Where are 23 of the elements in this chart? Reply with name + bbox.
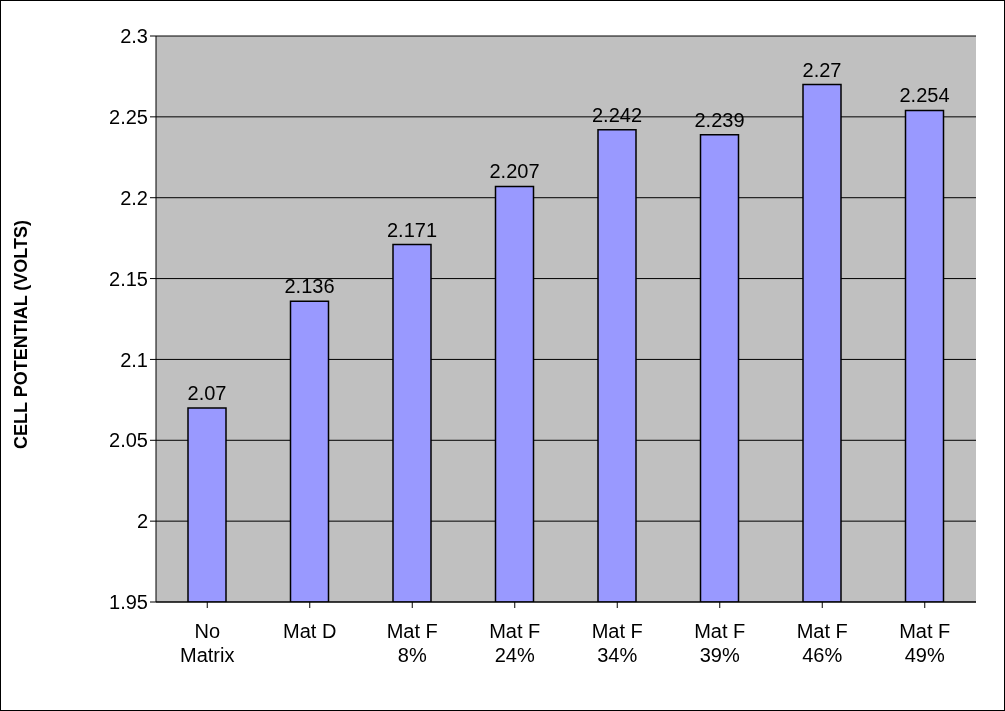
y-tick-label: 2.1 [120, 348, 148, 371]
y-tick-label: 2 [136, 510, 148, 533]
x-tick-label: Mat F 8% [386, 620, 438, 666]
y-tick-label: 2.15 [109, 267, 148, 290]
y-tick-label: 1.95 [109, 591, 148, 614]
y-tick-label: 2.2 [120, 186, 148, 209]
y-tick-label: 2.25 [109, 105, 148, 128]
data-label: 2.136 [284, 275, 335, 298]
data-label: 2.254 [899, 84, 950, 107]
x-tick-label: Mat D [283, 620, 337, 642]
x-tick-label: Mat F 49% [899, 620, 951, 666]
data-label: 2.27 [802, 58, 842, 81]
data-label: 2.207 [489, 160, 540, 183]
x-tick-label: Mat F 46% [796, 620, 848, 666]
data-label: 2.171 [386, 218, 438, 241]
y-tick-label: 2.05 [109, 429, 148, 452]
y-axis-title: CELL POTENTIAL (VOLTS) [11, 220, 32, 449]
x-tick-label: Mat F 24% [489, 620, 541, 666]
x-tick-label: Mat F 39% [694, 620, 746, 666]
y-tick-label: 2.3 [120, 25, 148, 48]
data-label: 2.07 [187, 381, 227, 404]
x-tick-label: No Matrix [180, 620, 235, 666]
x-tick-label: Mat F 34% [591, 620, 643, 666]
